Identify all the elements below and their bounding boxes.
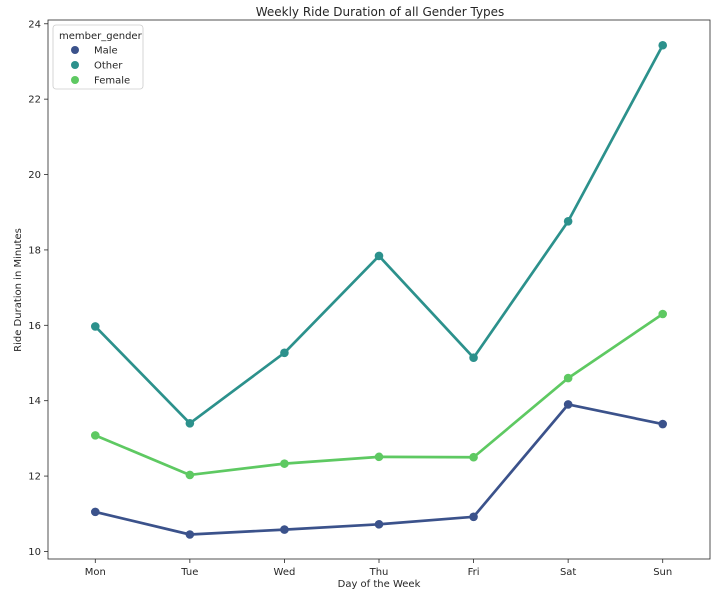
legend-marker: [71, 46, 79, 54]
y-tick-label: 24: [28, 19, 41, 30]
x-tick-label: Wed: [274, 567, 296, 578]
data-point: [185, 470, 195, 480]
y-tick-label: 22: [28, 95, 41, 106]
series-female: [90, 309, 668, 480]
data-point: [658, 419, 668, 429]
x-tick-label: Tue: [180, 567, 198, 578]
data-point: [469, 512, 478, 522]
legend-box: [52, 24, 144, 90]
data-point: [280, 348, 289, 358]
x-tick-label: Mon: [85, 567, 106, 578]
x-tick-label: Thu: [369, 567, 389, 578]
data-point: [280, 525, 289, 534]
data-point: [90, 431, 100, 440]
data-point: [185, 530, 195, 539]
data-point: [374, 452, 384, 462]
data-point: [185, 419, 195, 428]
chart-title: Weekly Ride Duration of all Gender Types: [256, 5, 505, 19]
y-tick-label: 18: [28, 245, 41, 256]
legend-title: member_gender: [59, 31, 143, 42]
x-tick-label: Sat: [560, 567, 576, 578]
x-axis: Mon Tue Wed Thu Fri Sat Sun: [85, 559, 672, 578]
legend-marker: [71, 76, 79, 84]
data-point: [469, 452, 478, 462]
legend-marker: [71, 61, 79, 69]
data-point: [469, 353, 478, 363]
data-point: [374, 251, 384, 261]
series-male: [90, 400, 668, 539]
plot-frame: [47, 19, 711, 560]
series-line: [94, 312, 664, 477]
legend-entry: Male: [94, 46, 118, 57]
y-tick-label: 10: [28, 547, 41, 558]
data-point: [563, 400, 573, 409]
legend: member_gender Male Other Female: [52, 24, 144, 90]
data-point: [90, 507, 100, 517]
x-tick-label: Sun: [653, 567, 672, 578]
legend-entry: Other: [94, 61, 123, 72]
data-point: [90, 322, 100, 331]
data-point: [658, 309, 668, 319]
data-point: [563, 216, 573, 226]
y-axis-label: Ride Duration in Minutes: [13, 228, 24, 352]
y-tick-label: 20: [28, 170, 41, 181]
series-layer: [90, 40, 668, 539]
series-other: [90, 40, 668, 428]
plot-area: [47, 19, 711, 560]
series-line: [94, 44, 664, 425]
y-tick-label: 14: [28, 396, 41, 407]
series-line: [94, 403, 663, 536]
data-point: [280, 459, 289, 468]
y-tick-label: 16: [28, 321, 41, 332]
data-point: [658, 40, 668, 50]
data-point: [563, 373, 573, 383]
data-point: [374, 520, 384, 529]
y-tick-label: 12: [28, 472, 41, 483]
x-axis-label: Day of the Week: [338, 579, 421, 590]
legend-entry: Female: [94, 76, 130, 87]
y-axis: 10 12 14 16 18 20 22 24: [28, 19, 48, 558]
x-tick-label: Fri: [468, 567, 480, 578]
